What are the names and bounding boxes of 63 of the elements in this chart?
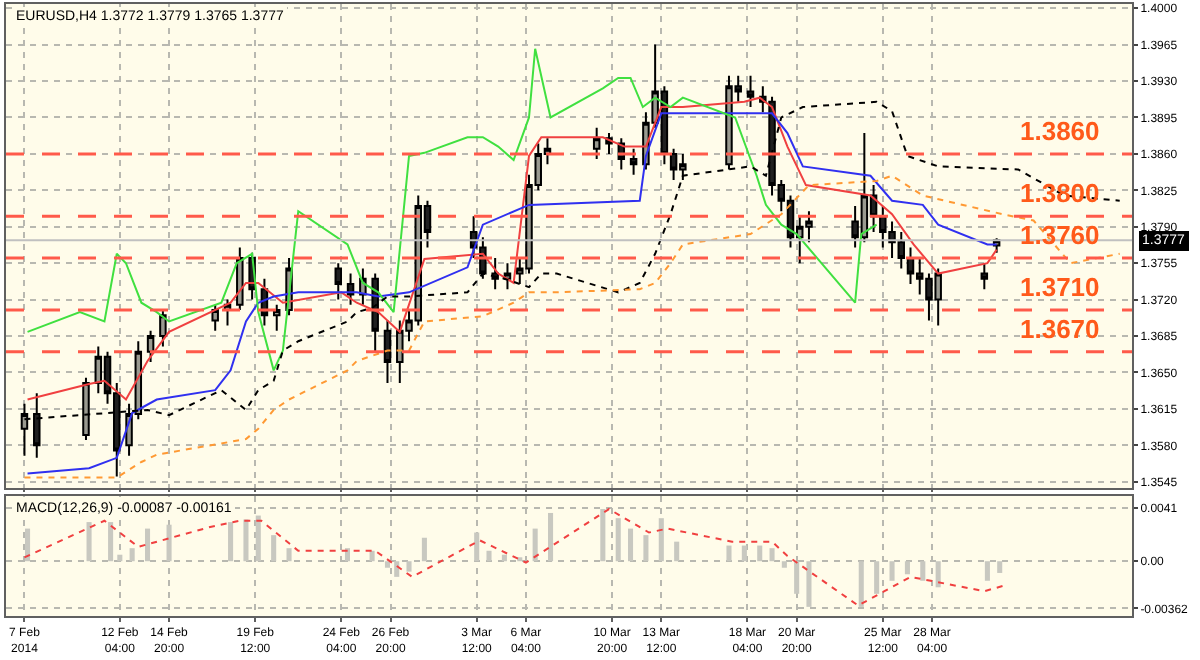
candlestick	[503, 262, 512, 291]
bar	[741, 545, 747, 562]
bar	[984, 561, 990, 581]
bar	[271, 535, 277, 562]
bar	[935, 561, 941, 588]
bar	[643, 535, 649, 562]
bar	[858, 561, 864, 607]
bar	[674, 541, 680, 562]
bar	[286, 548, 292, 562]
candlestick	[211, 303, 219, 332]
bar	[904, 561, 910, 575]
bar	[794, 561, 800, 594]
candlestick	[383, 319, 392, 384]
line-series	[26, 96, 998, 401]
bar	[615, 518, 621, 562]
candlestick	[272, 303, 281, 332]
bar	[166, 524, 172, 562]
candlestick	[159, 309, 167, 348]
bar	[726, 545, 732, 562]
bar	[769, 548, 775, 562]
bar	[889, 561, 895, 581]
line-series	[23, 174, 1121, 479]
ref-line-label: 1.3860	[1020, 116, 1100, 146]
bar	[757, 545, 763, 562]
bar	[501, 554, 507, 562]
bar	[243, 519, 249, 562]
bar	[117, 554, 123, 562]
candlestick	[980, 262, 989, 291]
ref-line-label: 1.3800	[1020, 178, 1100, 208]
line-series	[26, 47, 878, 372]
bar	[628, 528, 634, 562]
bar	[108, 522, 114, 562]
bar	[658, 518, 664, 562]
ref-line-label: 1.3710	[1020, 272, 1100, 302]
bar	[600, 509, 606, 562]
bar	[806, 561, 812, 607]
candlestick	[334, 262, 342, 301]
bar	[874, 561, 880, 594]
bar	[394, 561, 400, 577]
ref-line-label: 1.3760	[1020, 220, 1100, 250]
bar	[486, 550, 492, 562]
bar	[255, 515, 261, 562]
bar	[25, 528, 31, 562]
bar	[384, 561, 391, 568]
bar	[997, 561, 1003, 573]
candlestick	[592, 126, 601, 161]
bar	[228, 522, 234, 562]
bar	[548, 512, 554, 562]
bar	[86, 522, 92, 562]
bar	[532, 528, 538, 562]
ref-line-label: 1.3670	[1020, 314, 1100, 344]
bar	[144, 528, 151, 562]
bar	[920, 561, 926, 581]
bar	[421, 537, 427, 562]
candlestick	[491, 256, 499, 291]
candlestick	[629, 147, 638, 176]
bar	[781, 561, 787, 568]
line-series	[26, 112, 998, 475]
bar	[474, 532, 480, 562]
candlestick	[746, 74, 755, 109]
bar	[406, 561, 412, 572]
bar	[369, 550, 375, 562]
bar	[129, 548, 135, 562]
